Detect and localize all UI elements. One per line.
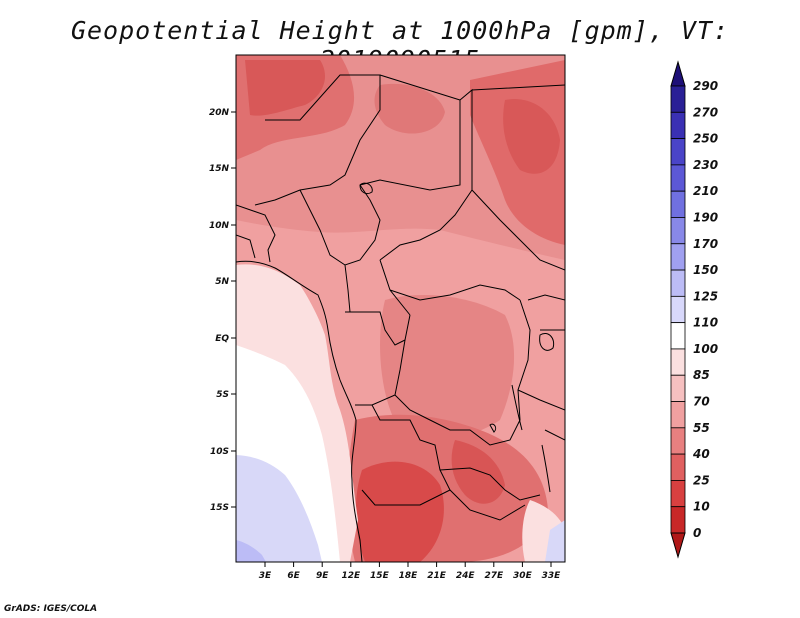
colorbar-swatch: [670, 295, 686, 324]
colorbar-swatch: [670, 243, 686, 271]
colorbar-swatch: [670, 138, 686, 166]
atlantic-south: [236, 455, 322, 562]
sahara-central-low: [374, 83, 445, 134]
border-mauritania-mali: [254, 74, 381, 206]
border-sudan: [471, 84, 565, 271]
lon-tick-label: 21E: [427, 571, 447, 581]
zambia-core: [451, 440, 505, 504]
country-borders: [236, 74, 565, 562]
colorbar-swatch: [670, 269, 686, 297]
lake-victoria: [539, 333, 555, 351]
lat-tick-label: 20N: [209, 108, 230, 118]
colorbar-swatch: [670, 348, 686, 376]
colorbar-label: 110: [693, 316, 718, 330]
lon-tick-label: 3E: [259, 571, 272, 581]
coastline-west: [236, 260, 363, 562]
colorbar-label: 170: [693, 237, 718, 251]
colorbar-label: 250: [693, 132, 718, 146]
colorbar-swatch: [670, 453, 686, 481]
congo-basin: [380, 295, 515, 439]
border-niger: [359, 74, 461, 191]
border-nigeria: [299, 184, 381, 266]
lon-tick-label: 30E: [513, 571, 533, 581]
lon-tick-label: 12E: [341, 571, 361, 581]
colorbar-label: 10: [693, 500, 710, 514]
colorbar-swatch: [670, 506, 686, 534]
colorbar-swatch: [670, 111, 686, 139]
lakes: [359, 182, 555, 493]
colorbar-swatch: [670, 374, 686, 402]
lon-tick-label: 24E: [456, 571, 476, 581]
lon-tick-label: 18E: [399, 571, 419, 581]
border-east: [517, 294, 565, 441]
latitude-axis: 20N 15N 10N 5N EQ 5S 10S 15S: [209, 108, 236, 513]
colorbar-label: 290: [693, 79, 718, 93]
lake-mweru: [489, 423, 497, 433]
colorbar-label: 0: [693, 526, 701, 540]
colorbar-label: 190: [693, 210, 718, 224]
border-zambia: [439, 467, 541, 521]
colorbar: 2902702502302101901701501251101008570554…: [670, 60, 718, 559]
lat-tick-label: EQ: [215, 334, 229, 344]
colorbar-swatch: [670, 190, 686, 218]
lon-tick-label: 33E: [542, 571, 562, 581]
border-sahel-west: [236, 204, 276, 263]
lon-tick-label: 6E: [287, 571, 300, 581]
lon-tick-label: 15E: [370, 571, 390, 581]
atlantic-south-deep: [236, 540, 266, 562]
lake-tanganyika: [511, 384, 523, 431]
lake-malawi: [541, 444, 551, 493]
lat-tick-label: 10S: [210, 447, 229, 457]
colorbar-label: 40: [692, 447, 710, 461]
mozambique-lavender: [545, 520, 565, 562]
colorbar-label: 150: [693, 263, 718, 277]
colorbar-label: 100: [693, 342, 718, 356]
border-west-coast: [236, 234, 256, 259]
colorbar-swatch: [670, 401, 686, 429]
border-angola: [355, 404, 451, 506]
colorbar-top-arrow: [670, 60, 686, 87]
colorbar-label: 85: [693, 368, 710, 382]
colorbar-label: 230: [693, 158, 718, 172]
colorbar-label: 70: [693, 395, 710, 409]
colorbar-label: 55: [693, 421, 710, 435]
sudan-core: [503, 99, 560, 174]
border-car: [389, 284, 521, 301]
colorbar-swatch: [670, 85, 686, 113]
colorbar-swatch: [670, 427, 686, 455]
colorbar-swatch: [670, 322, 686, 350]
colorbar-swatch: [670, 480, 686, 508]
border-chad: [379, 88, 473, 261]
lat-tick-label: 15S: [210, 503, 229, 513]
lat-tick-label: 15N: [209, 164, 230, 174]
angola-core: [355, 461, 444, 562]
lon-tick-label: 9E: [316, 571, 329, 581]
colorbar-swatch: [670, 217, 686, 245]
colorbar-bottom-arrow: [670, 532, 686, 559]
colorbar-label: 270: [693, 105, 718, 119]
colorbar-label: 25: [693, 473, 710, 487]
lon-tick-label: 27E: [484, 571, 504, 581]
lake-chad: [359, 182, 373, 195]
map-panel: [236, 55, 565, 562]
map-frame: [235, 54, 566, 563]
lat-tick-label: 5N: [215, 277, 229, 287]
colorbar-label: 125: [693, 289, 718, 303]
sahara-west-core: [245, 60, 325, 116]
longitude-axis: 3E 6E 9E 12E 15E 18E 21E 24E 27E 30E 33E: [259, 562, 561, 581]
border-congo: [345, 311, 411, 346]
grads-credit: GrADS: IGES/COLA: [4, 604, 98, 614]
lat-tick-label: 10N: [209, 221, 230, 231]
lat-tick-label: 5S: [216, 390, 229, 400]
colorbar-swatch: [670, 164, 686, 192]
colorbar-label: 210: [693, 184, 718, 198]
